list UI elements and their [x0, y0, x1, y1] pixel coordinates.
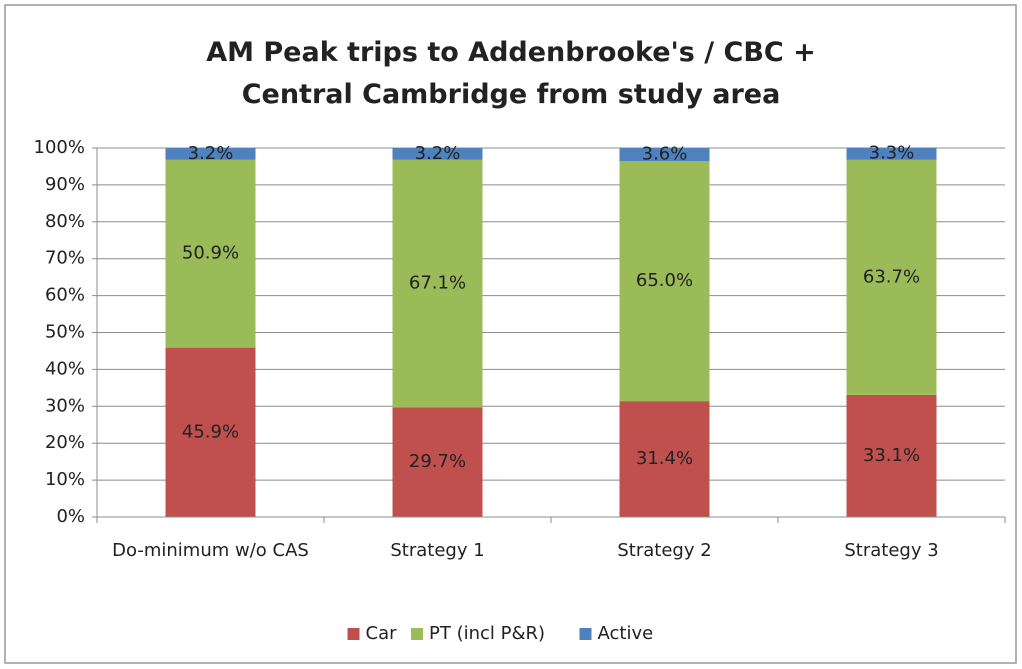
- bar-segment: [392, 159, 483, 408]
- legend-label: PT (incl P&R): [429, 623, 545, 644]
- data-label: 67.1%: [409, 273, 466, 294]
- x-tick-label: Do-minimum w/o CAS: [112, 540, 309, 561]
- y-tick-label: 40%: [45, 358, 85, 379]
- data-label: 65.0%: [636, 270, 693, 291]
- data-label: 63.7%: [863, 266, 920, 287]
- bar-segment: [619, 148, 710, 162]
- legend-swatch: [579, 628, 592, 640]
- bar-segment: [846, 394, 937, 517]
- data-label: 50.9%: [182, 243, 239, 264]
- data-label: 3.2%: [415, 143, 461, 164]
- y-tick-label: 80%: [45, 211, 85, 232]
- data-label: 3.2%: [188, 143, 234, 164]
- y-tick-label: 30%: [45, 395, 85, 416]
- data-label: 3.3%: [869, 143, 915, 164]
- y-tick-label: 10%: [45, 469, 85, 490]
- y-tick-label: 0%: [56, 506, 85, 527]
- y-tick-label: 60%: [45, 285, 85, 306]
- legend-label: Active: [598, 623, 654, 644]
- bar-segment: [846, 147, 937, 160]
- bar-segment: [392, 407, 483, 517]
- x-tick-label: Strategy 3: [844, 540, 939, 561]
- bar-segment: [165, 347, 256, 517]
- bar-segment: [165, 159, 256, 348]
- data-label: 31.4%: [636, 448, 693, 469]
- legend-swatch: [347, 628, 360, 640]
- bar-segment: [392, 148, 483, 160]
- data-label: 29.7%: [409, 451, 466, 472]
- y-tick-label: 90%: [45, 174, 85, 195]
- bar-segment: [619, 401, 710, 517]
- legend-swatch: [411, 628, 423, 640]
- data-label: 45.9%: [182, 421, 239, 442]
- data-label: 3.6%: [642, 144, 688, 165]
- bar-segment: [846, 159, 937, 395]
- bar-segment: [619, 161, 710, 402]
- y-tick-label: 70%: [45, 248, 85, 269]
- y-tick-label: 20%: [45, 432, 85, 453]
- y-tick-label: 100%: [34, 137, 85, 158]
- bar-segment: [165, 148, 256, 160]
- x-tick-label: Strategy 1: [390, 540, 485, 561]
- y-tick-label: 50%: [45, 322, 85, 343]
- data-label: 33.1%: [863, 445, 920, 466]
- chart-title: AM Peak trips to Addenbrooke's / CBC + C…: [206, 37, 816, 110]
- legend-label: Car: [366, 623, 398, 644]
- x-tick-label: Strategy 2: [617, 540, 712, 561]
